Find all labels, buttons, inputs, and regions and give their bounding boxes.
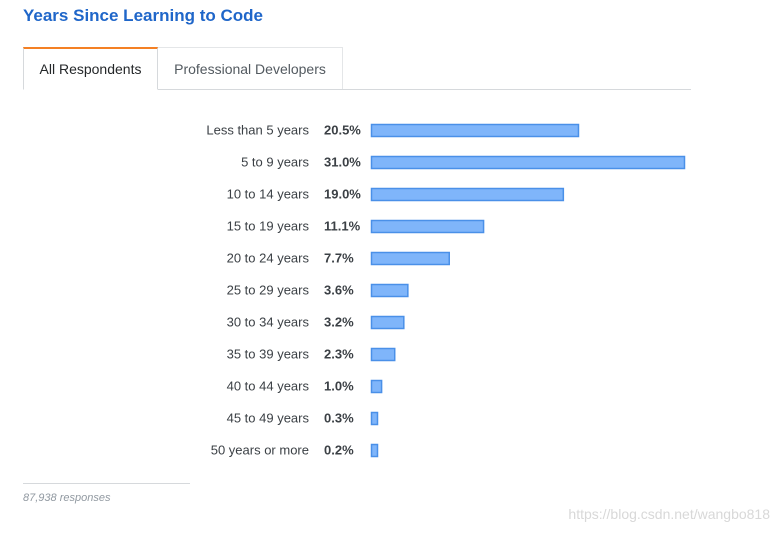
category-label: 5 to 9 years — [241, 155, 309, 170]
bar — [370, 347, 396, 362]
footer-divider — [23, 483, 190, 484]
category-label: 30 to 34 years — [227, 315, 310, 330]
value-label: 0.3% — [324, 411, 354, 426]
category-label: 35 to 39 years — [227, 347, 310, 362]
value-label: 0.2% — [324, 443, 354, 458]
bar — [370, 443, 379, 458]
tab-all-respondents[interactable]: All Respondents — [23, 47, 158, 90]
value-label: 3.2% — [324, 315, 354, 330]
value-label: 3.6% — [324, 283, 354, 298]
tab-bar: All Respondents Professional Developers — [23, 47, 691, 90]
category-label: Less than 5 years — [206, 123, 309, 138]
value-label: 7.7% — [324, 251, 354, 266]
value-label: 31.0% — [324, 155, 361, 170]
value-label: 19.0% — [324, 187, 361, 202]
category-label: 40 to 44 years — [227, 379, 310, 394]
category-label: 50 years or more — [211, 443, 309, 458]
value-label: 1.0% — [324, 379, 354, 394]
bar — [370, 155, 686, 170]
value-label: 11.1% — [324, 219, 361, 234]
bar — [370, 123, 580, 138]
value-label: 20.5% — [324, 123, 361, 138]
bar — [370, 411, 379, 426]
bar — [370, 379, 383, 394]
category-label: 15 to 19 years — [227, 219, 310, 234]
bar-chart: Less than 5 years 20.5% 5 to 9 years 31.0% 1… — [206, 123, 686, 458]
category-label: 45 to 49 years — [227, 411, 310, 426]
tab-professional-developers[interactable]: Professional Developers — [158, 47, 343, 89]
watermark: https://blog.csdn.net/wangbo818 — [568, 506, 770, 522]
bar — [370, 219, 485, 234]
bar — [370, 283, 409, 298]
bar — [370, 315, 405, 330]
category-label: 20 to 24 years — [227, 251, 310, 266]
bar — [370, 251, 450, 266]
response-count: 87,938 responses — [23, 492, 111, 504]
chart-title: Years Since Learning to Code — [23, 6, 263, 25]
bar — [370, 187, 565, 202]
category-label: 25 to 29 years — [227, 283, 310, 298]
category-label: 10 to 14 years — [227, 187, 310, 202]
value-label: 2.3% — [324, 347, 354, 362]
